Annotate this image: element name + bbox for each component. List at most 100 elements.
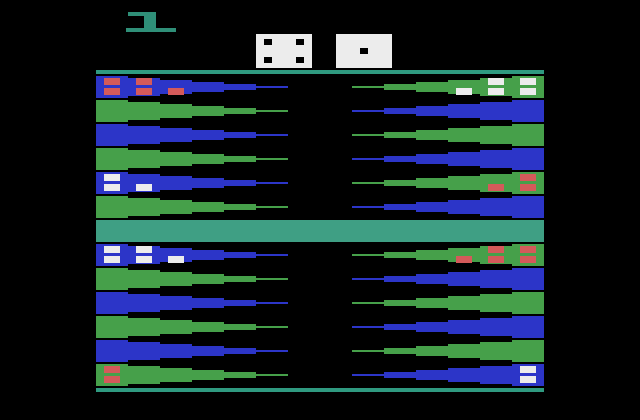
point-right-upper-2[interactable] (448, 104, 480, 118)
point-left-lower-3[interactable] (160, 296, 192, 310)
point-left-upper-6[interactable] (256, 206, 288, 208)
right-die[interactable] (336, 34, 392, 68)
point-left-lower-5[interactable] (96, 340, 128, 362)
point-left-lower-4[interactable] (192, 322, 224, 332)
point-right-upper-3[interactable] (448, 128, 480, 142)
point-left-lower-2[interactable] (96, 268, 128, 290)
point-right-upper-1[interactable] (416, 82, 448, 92)
red-checker[interactable] (104, 366, 120, 373)
point-left-upper-3[interactable] (256, 134, 288, 136)
point-right-lower-3[interactable] (448, 296, 480, 310)
white-checker[interactable] (520, 78, 536, 85)
point-right-lower-5[interactable] (384, 348, 416, 354)
point-left-lower-4[interactable] (224, 324, 256, 330)
white-checker[interactable] (520, 88, 536, 95)
point-right-lower-6[interactable] (480, 366, 512, 384)
point-left-upper-5[interactable] (224, 180, 256, 186)
white-checker[interactable] (136, 246, 152, 253)
white-checker[interactable] (104, 246, 120, 253)
red-checker[interactable] (520, 174, 536, 181)
point-left-upper-2[interactable] (256, 110, 288, 112)
red-checker[interactable] (520, 256, 536, 263)
point-left-lower-6[interactable] (192, 370, 224, 380)
point-right-lower-2[interactable] (448, 272, 480, 286)
point-right-lower-5[interactable] (352, 350, 384, 352)
left-die[interactable] (256, 34, 312, 68)
point-right-upper-6[interactable] (448, 200, 480, 214)
red-checker[interactable] (104, 78, 120, 85)
point-right-upper-4[interactable] (352, 158, 384, 160)
white-checker[interactable] (488, 88, 504, 95)
point-right-lower-3[interactable] (352, 302, 384, 304)
point-left-upper-4[interactable] (224, 156, 256, 162)
point-left-lower-5[interactable] (128, 342, 160, 360)
point-left-upper-5[interactable] (192, 178, 224, 188)
red-checker[interactable] (136, 88, 152, 95)
point-right-lower-2[interactable] (416, 274, 448, 284)
point-right-lower-1[interactable] (352, 254, 384, 256)
point-left-lower-6[interactable] (224, 372, 256, 378)
point-left-upper-5[interactable] (256, 182, 288, 184)
point-left-upper-3[interactable] (160, 128, 192, 142)
point-left-lower-1[interactable] (256, 254, 288, 256)
point-right-lower-1[interactable] (384, 252, 416, 258)
point-right-upper-1[interactable] (352, 86, 384, 88)
point-left-upper-2[interactable] (224, 108, 256, 114)
point-right-lower-6[interactable] (384, 372, 416, 378)
point-right-lower-2[interactable] (512, 268, 544, 290)
point-right-lower-2[interactable] (384, 276, 416, 282)
point-right-upper-3[interactable] (352, 134, 384, 136)
red-checker[interactable] (488, 184, 504, 191)
point-right-lower-3[interactable] (416, 298, 448, 308)
red-checker[interactable] (520, 246, 536, 253)
point-left-lower-1[interactable] (192, 250, 224, 260)
point-right-upper-6[interactable] (416, 202, 448, 212)
point-right-upper-3[interactable] (384, 132, 416, 138)
point-right-lower-6[interactable] (416, 370, 448, 380)
point-right-upper-3[interactable] (512, 124, 544, 146)
point-left-lower-3[interactable] (256, 302, 288, 304)
white-checker[interactable] (520, 376, 536, 383)
point-left-lower-4[interactable] (128, 318, 160, 336)
point-left-upper-2[interactable] (160, 104, 192, 118)
point-left-upper-3[interactable] (96, 124, 128, 146)
point-right-lower-4[interactable] (448, 320, 480, 334)
point-right-upper-4[interactable] (384, 156, 416, 162)
point-left-upper-4[interactable] (192, 154, 224, 164)
point-left-upper-1[interactable] (192, 82, 224, 92)
point-right-upper-6[interactable] (480, 198, 512, 216)
red-checker[interactable] (104, 376, 120, 383)
point-right-lower-4[interactable] (352, 326, 384, 328)
point-right-upper-3[interactable] (416, 130, 448, 140)
white-checker[interactable] (104, 256, 120, 263)
point-left-lower-3[interactable] (224, 300, 256, 306)
point-right-lower-4[interactable] (480, 318, 512, 336)
point-left-lower-1[interactable] (224, 252, 256, 258)
point-right-upper-2[interactable] (480, 102, 512, 120)
point-left-upper-3[interactable] (128, 126, 160, 144)
white-checker[interactable] (136, 184, 152, 191)
white-checker[interactable] (520, 366, 536, 373)
point-right-upper-2[interactable] (416, 106, 448, 116)
point-right-lower-3[interactable] (512, 292, 544, 314)
point-left-upper-4[interactable] (96, 148, 128, 170)
point-left-upper-6[interactable] (160, 200, 192, 214)
point-left-lower-6[interactable] (128, 366, 160, 384)
point-left-upper-1[interactable] (224, 84, 256, 90)
point-left-lower-4[interactable] (160, 320, 192, 334)
point-left-lower-3[interactable] (96, 292, 128, 314)
white-checker[interactable] (104, 174, 120, 181)
point-left-lower-2[interactable] (256, 278, 288, 280)
point-left-upper-6[interactable] (128, 198, 160, 216)
point-right-lower-5[interactable] (448, 344, 480, 358)
point-left-upper-5[interactable] (160, 176, 192, 190)
point-left-upper-6[interactable] (96, 196, 128, 218)
point-left-lower-3[interactable] (128, 294, 160, 312)
point-right-upper-5[interactable] (384, 180, 416, 186)
point-left-lower-5[interactable] (160, 344, 192, 358)
point-left-lower-6[interactable] (160, 368, 192, 382)
point-left-lower-6[interactable] (256, 374, 288, 376)
point-right-upper-6[interactable] (384, 204, 416, 210)
point-left-upper-3[interactable] (192, 130, 224, 140)
point-right-upper-4[interactable] (416, 154, 448, 164)
